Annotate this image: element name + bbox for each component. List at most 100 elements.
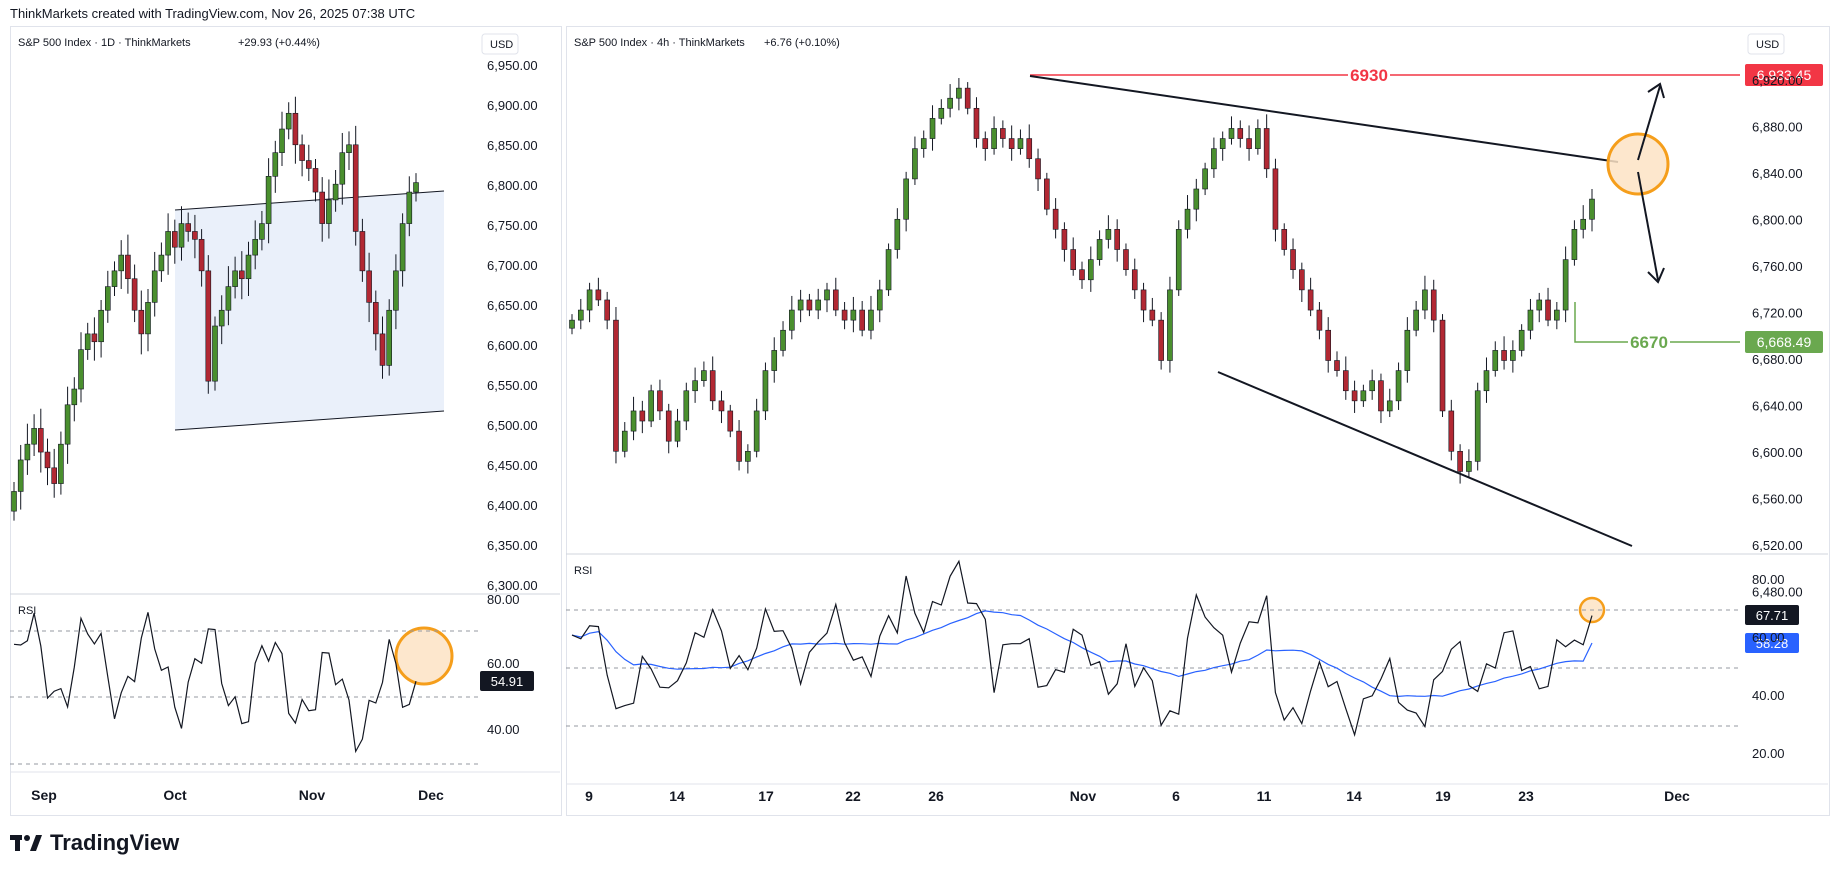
right-price-tick: 6,880.00 [1752, 120, 1803, 135]
left-time-label: Oct [163, 787, 187, 803]
right-candle-body [1527, 309, 1534, 331]
breakout-up-arrow [1637, 85, 1661, 161]
right-candle-body [973, 107, 980, 139]
right-candle-body [1087, 259, 1094, 281]
right-candle-body [1386, 400, 1393, 412]
right-candle-body [1219, 138, 1226, 149]
right-candle-body [1193, 188, 1200, 210]
left-price-tick: 6,850.00 [487, 138, 538, 153]
left-candle-body [178, 223, 185, 248]
tradingview-brand[interactable]: TradingView [10, 830, 179, 856]
left-rsi-value-tag [480, 671, 534, 691]
right-currency-box[interactable] [1747, 33, 1785, 55]
left-candle-body [292, 112, 299, 146]
right-candle-body [577, 309, 584, 321]
right-candle-body [982, 138, 989, 149]
right-candle-body [1439, 319, 1446, 412]
right-candle-body [569, 319, 575, 329]
left-price-tick: 6,650.00 [487, 298, 538, 313]
right-candle-body [850, 309, 857, 321]
right-candle-body [1070, 249, 1077, 271]
right-candle-body [1149, 309, 1156, 321]
right-candle-body [1545, 299, 1551, 321]
left-candle-body [118, 254, 124, 272]
right-candle-body [736, 430, 742, 462]
right-candle-body [1246, 138, 1252, 149]
right-rsi-value-text: 67.71 [1756, 608, 1789, 623]
left-time-label: Dec [418, 787, 444, 803]
right-price-tick: 6,480.00 [1752, 585, 1803, 600]
right-candle-body [903, 178, 909, 220]
right-candle-body [709, 370, 716, 402]
right-time-label: Nov [1070, 788, 1097, 804]
left-chart-title: S&P 500 Index · 1D · ThinkMarkets [18, 37, 191, 49]
right-candle-body [1342, 370, 1349, 392]
left-candle-body [205, 270, 212, 382]
left-candle-body [346, 144, 352, 153]
right-candle-body [701, 370, 707, 381]
right-candle-body [876, 289, 883, 311]
left-candle-body [31, 428, 37, 445]
left-price-tick: 6,600.00 [487, 338, 538, 353]
right-candle-body [753, 410, 760, 452]
right-candle-body [929, 118, 936, 139]
left-currency-box[interactable] [481, 33, 519, 55]
right-candle-body [1316, 309, 1323, 331]
support-level-label: 6670 [1630, 333, 1668, 352]
right-candle-body [1052, 208, 1059, 230]
left-price-tick: 6,800.00 [487, 178, 538, 193]
right-candle-body [1360, 390, 1367, 402]
right-price-tick: 6,600.00 [1752, 445, 1803, 460]
right-candle-body [1044, 178, 1050, 210]
left-price-tick: 6,950.00 [487, 58, 538, 73]
upper-wedge-trendline[interactable] [1029, 75, 1619, 163]
right-candle-body [762, 370, 769, 412]
right-candle-body [1175, 229, 1182, 291]
right-candle-body [1272, 168, 1279, 230]
left-candle-body [138, 309, 145, 335]
left-candle-body [299, 144, 305, 161]
support-level-line[interactable] [1574, 302, 1740, 343]
left-price-tick: 6,900.00 [487, 98, 538, 113]
left-candle-body [125, 254, 131, 280]
right-candle-body [1035, 158, 1041, 180]
left-candle-body [399, 223, 406, 272]
right-candle-body [630, 410, 637, 432]
left-candle-body [326, 199, 332, 224]
left-candle-body [372, 302, 379, 335]
right-candle-body [1281, 229, 1288, 250]
left-candle-body [58, 443, 64, 484]
left-candle-body [91, 333, 98, 343]
left-price-tick: 6,700.00 [487, 258, 538, 273]
right-candle-body [1351, 390, 1358, 402]
right-candle-body [1334, 360, 1340, 371]
right-rsi-tick: 80.00 [1752, 572, 1785, 587]
right-time-label: 11 [1257, 788, 1272, 804]
right-price-tick: 6,760.00 [1752, 259, 1803, 274]
right-candle-body [1228, 128, 1235, 139]
right-candle-body [947, 97, 953, 109]
left-candle-body [225, 286, 232, 311]
right-chart-title: S&P 500 Index · 4h · ThinkMarkets [574, 37, 745, 49]
left-chart-change: +29.93 (+0.44%) [238, 37, 320, 49]
left-candle-body [252, 239, 258, 256]
left-candle-body [319, 191, 326, 224]
left-candle-body [145, 302, 151, 335]
right-rsi-ma-line [571, 610, 1593, 698]
left-candle-body [105, 286, 111, 311]
left-channel-bottom-line [174, 410, 445, 431]
right-rsi-tick: 40.00 [1752, 688, 1785, 703]
dynamic-chart-layer: 6,950.00 6,900.00 6,850.00 6,800.00 6,750.00… [10, 58, 1803, 804]
right-candle-body [894, 218, 901, 250]
right-rsi-tick: 20.00 [1752, 746, 1785, 761]
lower-wedge-trendline[interactable] [1217, 371, 1633, 547]
right-candle-body [1501, 350, 1507, 361]
left-candle-body [24, 443, 31, 461]
right-candle-body [1061, 229, 1068, 250]
right-candle-body [1325, 329, 1332, 361]
left-candle-body [245, 254, 252, 280]
tradingview-brand-name: TradingView [50, 830, 180, 855]
tradingview-logo-icon [10, 835, 42, 851]
left-candle-body [98, 309, 104, 343]
